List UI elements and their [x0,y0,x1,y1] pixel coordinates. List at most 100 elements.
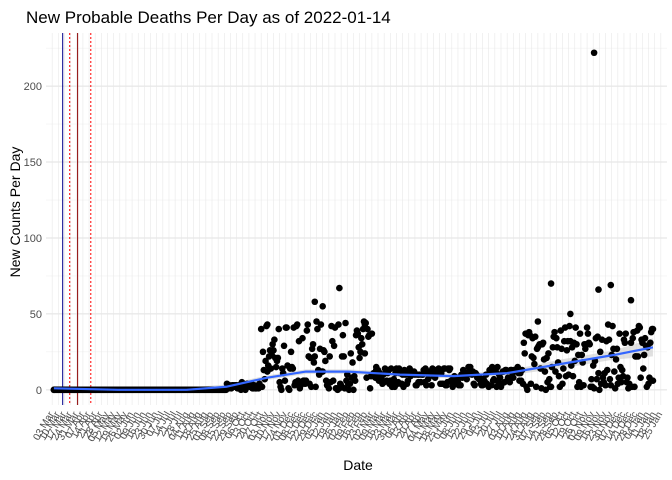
data-point [293,321,301,328]
data-point [545,375,553,383]
data-point [576,330,584,337]
y-axis-title: New Counts Per Day [7,147,23,278]
data-point [286,386,293,394]
data-point [586,340,594,348]
data-point [423,381,430,389]
reference-lines [62,33,92,405]
data-point [258,383,266,391]
data-point [566,322,573,330]
data-point [361,350,369,357]
data-point [602,381,609,389]
data-point [547,280,555,287]
data-point [509,374,517,381]
data-point [563,347,571,354]
data-point [547,383,555,391]
data-point [347,350,355,357]
data-point [607,281,615,289]
data-point [311,298,319,306]
y-tick-label: 150 [24,157,42,169]
data-point [309,340,317,348]
data-point [553,334,560,342]
data-point [471,381,478,389]
data-point [275,325,283,333]
data-point [590,384,598,392]
data-point [588,375,595,383]
data-point [624,374,631,381]
data-point [304,321,312,328]
data-point [368,330,376,337]
data-point [612,356,620,363]
data-point [595,369,602,377]
data-point [647,339,654,347]
data-point [283,324,290,331]
y-tick-label: 0 [36,385,42,397]
data-point [274,354,282,362]
x-axis-title: Date [343,457,373,473]
data-point [387,365,395,372]
data-point [272,363,280,371]
data-point [610,368,618,375]
smooth-line [53,346,654,391]
data-point [521,350,529,357]
data-point [596,386,603,394]
data-point [366,384,374,392]
plot-grid [46,33,667,405]
data-point [552,368,559,375]
data-point [545,350,552,357]
data-point [622,330,630,337]
data-point [281,377,289,385]
data-point [559,380,566,388]
data-point [596,348,604,356]
data-point [488,363,496,371]
data-point [593,375,601,383]
data-point [424,375,432,383]
data-point [520,339,528,347]
data-point [346,380,354,388]
data-point [534,318,542,325]
data-point [621,339,629,347]
data-point [578,351,586,359]
data-point [354,330,362,337]
data-point [329,377,337,385]
data-point [580,381,587,389]
data-point [312,383,319,391]
data-point [606,375,614,383]
data-point [336,284,343,292]
data-point [271,336,278,344]
data-point [317,321,325,328]
data-point [310,359,318,366]
data-point [558,345,565,353]
data-point [267,365,275,372]
data-point [555,372,563,380]
data-point [613,345,621,353]
data-point [299,334,306,342]
data-point [270,347,277,354]
data-point [322,357,329,365]
data-point [530,354,537,362]
data-point [531,333,539,340]
data-point [349,359,356,366]
data-point [567,362,575,369]
data-point [649,377,657,385]
data-point [584,330,592,337]
data-point [351,377,359,385]
data-point [356,354,363,362]
data-point [572,324,579,331]
data-point [627,296,635,304]
data-point [494,363,501,371]
data-point [532,383,540,391]
data-point [527,380,535,388]
data-point [618,378,625,386]
data-point [603,366,611,374]
data-point [287,348,295,356]
data-point [303,327,311,334]
data-point [531,360,538,368]
chart-title: New Probable Deaths Per Day as of 2022-0… [26,8,391,27]
data-point [278,386,285,394]
data-point [330,342,338,350]
data-point [541,368,549,375]
y-tick-label: 200 [24,81,42,93]
data-point [506,378,514,386]
